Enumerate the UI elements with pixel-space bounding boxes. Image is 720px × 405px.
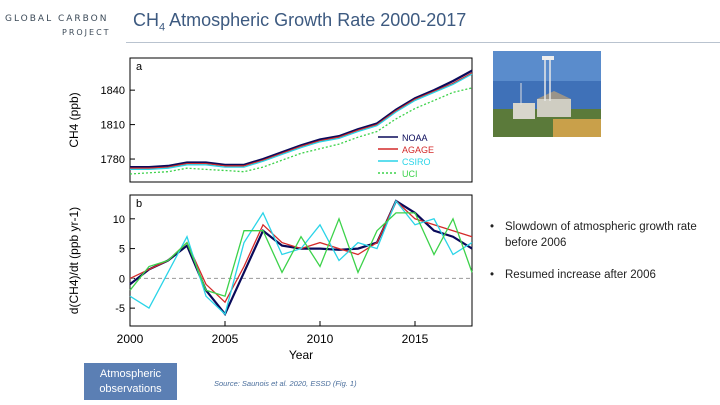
- title-rest: Atmospheric Growth Rate 2000-2017: [165, 10, 467, 30]
- series-line-agage: [129, 199, 473, 304]
- y-tick-label: 1810: [101, 120, 125, 132]
- legend-label-uci: UCI: [402, 169, 418, 179]
- series-line-csiro: [129, 199, 473, 316]
- ch4-chart: a 1780 1810 1840 CH4 (ppb) b -5 0 5 10 d(CH4)/dt (…: [67, 57, 473, 362]
- series-line-agage: [130, 72, 473, 169]
- y-tick-label: 1780: [101, 154, 125, 166]
- bullet-item: • Resumed increase after 2006: [490, 267, 710, 283]
- y-tick-label: 10: [113, 214, 125, 226]
- atmospheric-observations-button[interactable]: Atmospheric observations: [84, 363, 177, 400]
- series-line-uci: [129, 212, 473, 298]
- title-prefix: CH: [133, 10, 159, 30]
- bullet-text: Slowdown of atmospheric growth rate befo…: [505, 221, 697, 249]
- logo-top-text: GLOBAL CARBON: [5, 14, 109, 24]
- y-axis-label: CH4 (ppb): [67, 92, 81, 147]
- y-tick-label: 0: [119, 273, 125, 285]
- panel-frame: [129, 194, 473, 327]
- x-tick-label: 2005: [212, 332, 239, 346]
- bullet-list: • Slowdown of atmospheric growth rate bef…: [490, 219, 710, 299]
- series-line-uci: [129, 87, 473, 175]
- legend-label-agage: AGAGE: [402, 145, 434, 155]
- observation-station-image: [493, 51, 601, 137]
- x-tick-label: 2015: [402, 332, 429, 346]
- series-line-noaa: [130, 69, 473, 169]
- title-subscript: 4: [159, 21, 166, 34]
- y-tick-label: 1840: [101, 85, 125, 97]
- logo-bottom-text: PROJECT: [62, 28, 111, 37]
- panel-frame: [129, 57, 473, 183]
- bullet-item: • Slowdown of atmospheric growth rate bef…: [490, 219, 710, 251]
- legend-label-noaa: NOAA: [402, 133, 428, 143]
- bullet-dot: •: [490, 221, 495, 233]
- y-axis-label: d(CH4)/dt (ppb yr-1): [67, 207, 81, 314]
- x-axis-label: Year: [289, 348, 313, 362]
- title-divider: [126, 42, 720, 43]
- x-tick-label: 2010: [307, 332, 334, 346]
- panel-label: b: [136, 198, 142, 210]
- series-line-noaa: [129, 199, 473, 317]
- global-carbon-project-logo: GLOBAL CARBON PROJECT: [5, 12, 123, 40]
- x-tick-label: 2000: [117, 332, 144, 346]
- bullet-text: Resumed increase after 2006: [505, 269, 656, 281]
- y-tick-label: -5: [115, 303, 125, 315]
- station-photo: [493, 51, 601, 137]
- legend-label-csiro: CSIRO: [402, 157, 431, 167]
- panel-label: a: [136, 61, 143, 73]
- series-line-csiro: [130, 73, 473, 171]
- y-tick-label: 5: [119, 244, 125, 256]
- source-citation: Source: Saunois et al. 2020, ESSD (Fig. …: [214, 379, 357, 388]
- page-title: CH4 Atmospheric Growth Rate 2000-2017: [133, 10, 466, 34]
- bullet-dot: •: [490, 269, 495, 281]
